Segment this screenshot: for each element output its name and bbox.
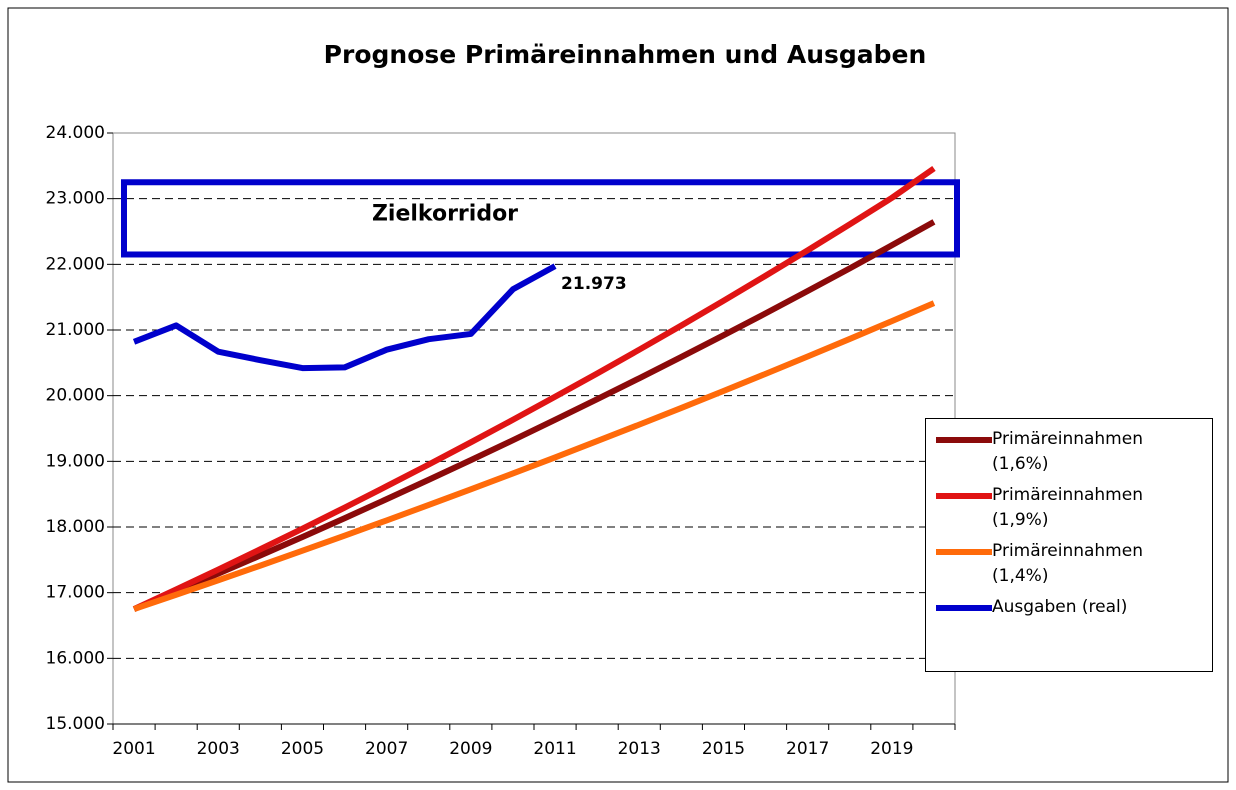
legend-item: Primäreinnahmen (1,9%) xyxy=(936,483,1160,533)
legend-swatch xyxy=(936,493,992,499)
legend-label: Ausgaben (real) xyxy=(992,597,1128,617)
y-tick-label: 23.000 xyxy=(46,189,105,209)
x-tick-label: 2007 xyxy=(365,739,408,759)
series-line xyxy=(133,300,936,612)
chart-title: Prognose Primäreinnahmen und Ausgaben xyxy=(324,40,927,69)
series-line xyxy=(132,263,557,372)
legend: Primäreinnahmen (1,6%) Primäreinnahmen (1… xyxy=(925,418,1213,672)
x-tick-label: 2001 xyxy=(112,739,155,759)
x-tick-label: 2003 xyxy=(197,739,240,759)
legend-swatch xyxy=(936,437,992,443)
y-tick-label: 21.000 xyxy=(46,320,105,340)
legend-label: Primäreinnahmen (1,6%) xyxy=(992,429,1143,474)
x-tick-label: 2017 xyxy=(786,739,829,759)
legend-swatch xyxy=(936,605,992,611)
legend-label: Primäreinnahmen (1,9%) xyxy=(992,485,1143,530)
legend-item: Ausgaben (real) xyxy=(936,595,1160,620)
target-corridor xyxy=(121,179,960,258)
legend-item: Primäreinnahmen (1,6%) xyxy=(936,427,1160,477)
x-tick-label: 2011 xyxy=(533,739,576,759)
legend-label: Primäreinnahmen (1,4%) xyxy=(992,541,1143,586)
series-line xyxy=(132,166,936,612)
y-tick-label: 17.000 xyxy=(46,583,105,603)
legend-swatch xyxy=(936,549,992,555)
y-tick-label: 22.000 xyxy=(46,254,105,274)
series-line xyxy=(132,219,936,612)
data-label: 21.973 xyxy=(561,274,627,294)
y-tick-label: 20.000 xyxy=(46,386,105,406)
y-tick-label: 16.000 xyxy=(46,648,105,668)
x-tick-label: 2019 xyxy=(870,739,913,759)
x-tick-label: 2009 xyxy=(449,739,492,759)
y-tick-label: 15.000 xyxy=(46,714,105,734)
y-tick-label: 24.000 xyxy=(46,123,105,143)
legend-item: Primäreinnahmen (1,4%) xyxy=(936,539,1160,589)
annotation-label: Zielkorridor xyxy=(372,201,518,226)
y-tick-label: 18.000 xyxy=(46,517,105,537)
y-tick-label: 19.000 xyxy=(46,451,105,471)
x-tick-label: 2005 xyxy=(281,739,324,759)
x-tick-label: 2013 xyxy=(618,739,661,759)
x-tick-label: 2015 xyxy=(702,739,745,759)
